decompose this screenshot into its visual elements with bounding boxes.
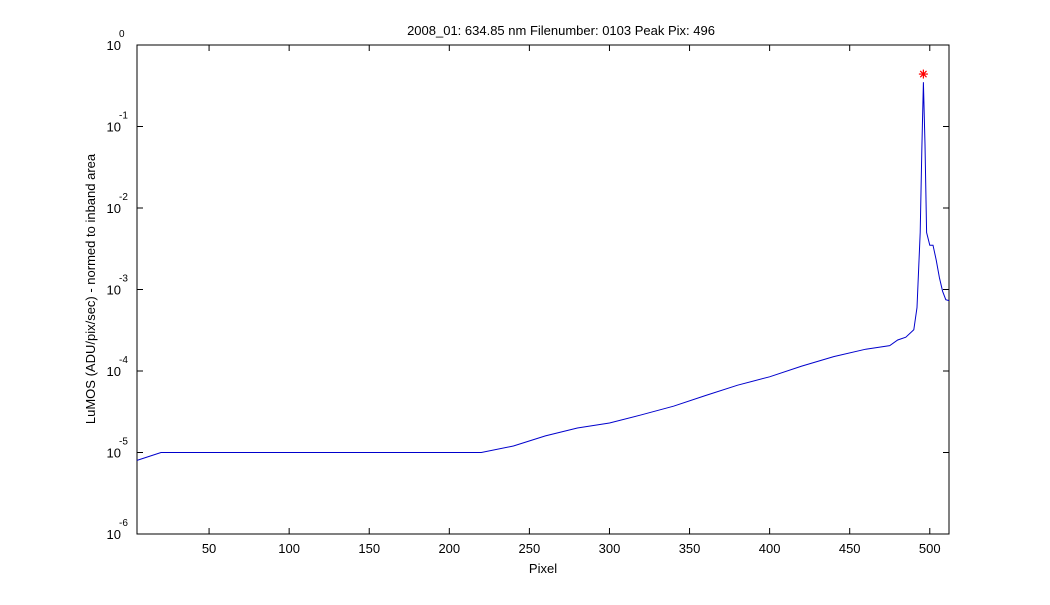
y-tick-label-exponent: -6 bbox=[119, 518, 128, 529]
y-tick-label-base: 10 bbox=[107, 120, 121, 135]
plot-area bbox=[136, 44, 950, 535]
peak-marker bbox=[918, 69, 928, 79]
x-tick-label: 300 bbox=[599, 541, 621, 556]
y-tick-label-exponent: -5 bbox=[119, 437, 128, 448]
x-tick-label: 50 bbox=[202, 541, 216, 556]
y-tick-label-exponent: -3 bbox=[119, 274, 128, 285]
y-tick-label-base: 10 bbox=[107, 527, 121, 542]
y-tick-label-base: 10 bbox=[107, 283, 121, 298]
x-tick-label: 400 bbox=[759, 541, 781, 556]
series-group bbox=[136, 82, 950, 461]
x-axis-ticks: 50 100 150 200 250 300 350 400 450 500 bbox=[202, 45, 941, 556]
peak-marker-group bbox=[918, 69, 928, 79]
x-tick-label: 200 bbox=[438, 541, 460, 556]
x-tick-label: 350 bbox=[679, 541, 701, 556]
x-tick-label: 450 bbox=[839, 541, 861, 556]
y-tick-label-exponent: -4 bbox=[119, 355, 128, 366]
y-tick-label-base: 10 bbox=[107, 364, 121, 379]
y-tick-label-base: 10 bbox=[107, 38, 121, 53]
y-tick-label-exponent: -1 bbox=[119, 111, 128, 122]
x-axis-label: Pixel bbox=[529, 561, 557, 576]
chart-title: 2008_01: 634.85 nm Filenumber: 0103 Peak… bbox=[407, 23, 715, 38]
x-tick-label: 500 bbox=[919, 541, 941, 556]
y-tick-label-base: 10 bbox=[107, 201, 121, 216]
series-line bbox=[136, 82, 950, 461]
y-tick-label-exponent: -2 bbox=[119, 192, 128, 203]
x-tick-label: 150 bbox=[358, 541, 380, 556]
y-tick-label-base: 10 bbox=[107, 446, 121, 461]
x-tick-label: 250 bbox=[519, 541, 541, 556]
y-tick-label-exponent: 0 bbox=[119, 29, 125, 40]
x-tick-label: 100 bbox=[278, 541, 300, 556]
y-axis-label: LuMOS (ADU/pix/sec) - normed to inband a… bbox=[83, 153, 98, 424]
